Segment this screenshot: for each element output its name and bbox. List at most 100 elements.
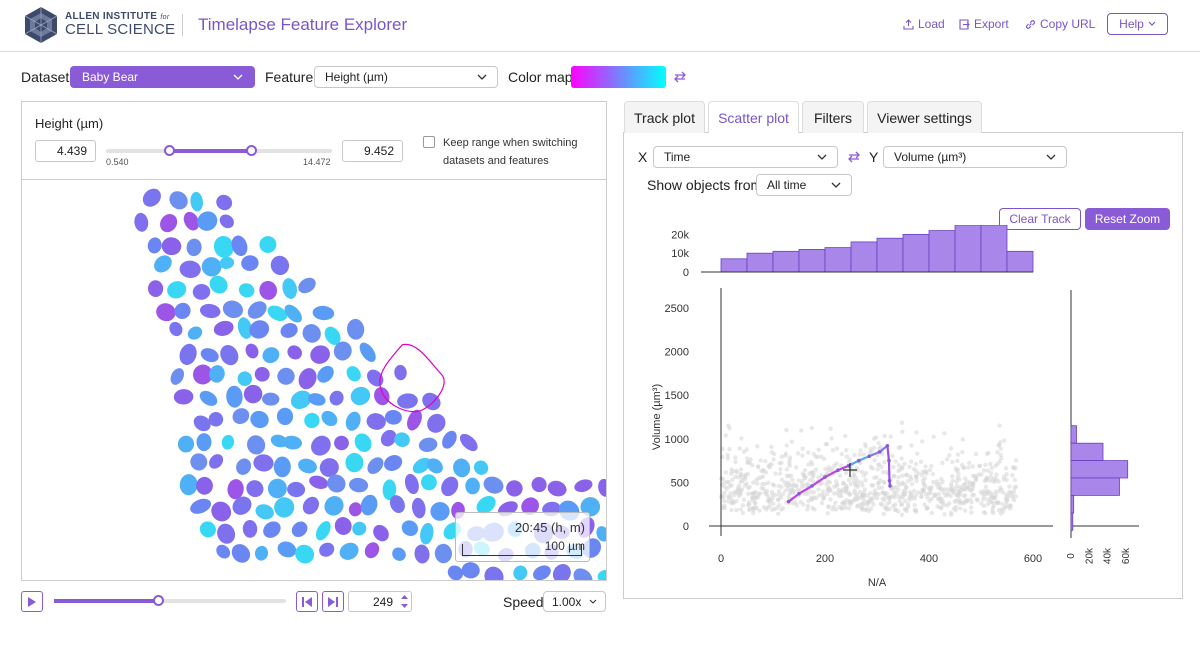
cell[interactable] xyxy=(351,430,374,455)
cell[interactable] xyxy=(275,539,298,560)
cell[interactable] xyxy=(254,545,270,562)
cell[interactable] xyxy=(301,410,323,432)
cell[interactable] xyxy=(362,540,382,561)
cell[interactable] xyxy=(173,389,194,405)
range-slider-high-handle[interactable] xyxy=(245,145,257,156)
cell[interactable] xyxy=(212,318,236,338)
cell[interactable] xyxy=(252,365,272,384)
cell[interactable] xyxy=(285,343,305,363)
cell[interactable] xyxy=(177,342,199,368)
cell[interactable] xyxy=(418,472,439,493)
cell[interactable] xyxy=(217,212,237,231)
cell[interactable] xyxy=(299,320,325,346)
cell[interactable] xyxy=(190,191,204,212)
cell[interactable] xyxy=(324,471,349,496)
cell[interactable] xyxy=(382,479,397,501)
cell[interactable] xyxy=(179,474,198,496)
cell[interactable] xyxy=(288,387,315,412)
cell[interactable] xyxy=(267,478,288,499)
cell[interactable] xyxy=(196,476,213,495)
cell[interactable] xyxy=(186,238,203,257)
cell[interactable] xyxy=(473,492,499,517)
cell[interactable] xyxy=(165,278,189,301)
cell[interactable] xyxy=(399,517,421,539)
cell[interactable] xyxy=(273,456,291,478)
range-min-input[interactable]: 4.439 xyxy=(35,140,96,162)
colormap-select[interactable] xyxy=(571,66,666,88)
range-slider-low-handle[interactable] xyxy=(164,145,176,156)
cell[interactable] xyxy=(389,545,408,564)
cell[interactable] xyxy=(347,501,363,518)
cell[interactable] xyxy=(243,342,260,361)
cell[interactable] xyxy=(197,518,220,541)
cell[interactable] xyxy=(570,565,596,580)
cell[interactable] xyxy=(307,342,333,367)
cell[interactable] xyxy=(387,493,407,516)
load-link[interactable]: Load xyxy=(903,17,945,31)
cell[interactable] xyxy=(530,562,553,580)
cell[interactable] xyxy=(177,434,196,453)
cell[interactable] xyxy=(161,236,182,256)
cell[interactable] xyxy=(419,389,444,414)
cell[interactable] xyxy=(549,561,574,580)
cell[interactable] xyxy=(243,477,267,501)
cell[interactable] xyxy=(327,388,346,408)
cell[interactable] xyxy=(188,496,213,517)
tab-filters[interactable]: Filters xyxy=(802,101,864,133)
cell[interactable] xyxy=(313,519,334,543)
cell[interactable] xyxy=(181,209,202,233)
next-frame-button[interactable] xyxy=(322,591,344,612)
cell[interactable] xyxy=(317,455,343,480)
cell[interactable] xyxy=(461,561,481,579)
cell[interactable] xyxy=(392,430,412,449)
cell[interactable] xyxy=(167,320,185,339)
cell[interactable] xyxy=(394,364,408,381)
frame-stepper-icon[interactable] xyxy=(400,593,409,610)
cell[interactable] xyxy=(333,515,354,537)
cell[interactable] xyxy=(424,455,446,476)
cell[interactable] xyxy=(206,451,226,471)
cell[interactable] xyxy=(334,435,350,451)
cell[interactable] xyxy=(318,408,340,429)
cell[interactable] xyxy=(481,563,508,580)
cell[interactable] xyxy=(151,252,176,276)
cell[interactable] xyxy=(528,474,549,495)
cell[interactable] xyxy=(291,541,318,567)
export-link[interactable]: Export xyxy=(959,17,1009,31)
cell[interactable] xyxy=(219,256,235,270)
cell[interactable] xyxy=(258,279,279,301)
cell[interactable] xyxy=(240,254,259,272)
cell[interactable] xyxy=(429,501,450,522)
cell[interactable] xyxy=(597,478,606,498)
cell[interactable] xyxy=(256,233,279,256)
cell[interactable] xyxy=(236,316,255,341)
cell[interactable] xyxy=(307,391,327,407)
cell[interactable] xyxy=(511,563,529,580)
cell[interactable] xyxy=(194,208,221,235)
cell-viewer-canvas[interactable] xyxy=(22,180,606,580)
cell[interactable] xyxy=(597,569,606,580)
cell[interactable] xyxy=(187,450,210,473)
cell[interactable] xyxy=(518,494,543,519)
cell[interactable] xyxy=(295,365,319,392)
cell[interactable] xyxy=(260,344,283,366)
cell[interactable] xyxy=(268,254,291,278)
cell[interactable] xyxy=(276,366,296,386)
cell[interactable] xyxy=(345,452,364,473)
dataset-select[interactable]: Baby Bear xyxy=(70,66,255,88)
cell[interactable] xyxy=(594,524,606,543)
cell[interactable] xyxy=(133,212,149,233)
cell[interactable] xyxy=(404,407,425,432)
cell[interactable] xyxy=(343,410,363,433)
cell[interactable] xyxy=(207,497,235,525)
cell[interactable] xyxy=(197,388,220,409)
frame-number-input[interactable]: 249 xyxy=(348,591,412,612)
swap-axes-icon[interactable] xyxy=(847,150,861,164)
cell[interactable] xyxy=(348,384,374,409)
cell[interactable] xyxy=(481,474,506,497)
cell[interactable] xyxy=(226,478,244,500)
cell[interactable] xyxy=(240,381,266,407)
cell[interactable] xyxy=(244,433,268,458)
cell[interactable] xyxy=(229,233,250,258)
cell[interactable] xyxy=(413,544,430,565)
